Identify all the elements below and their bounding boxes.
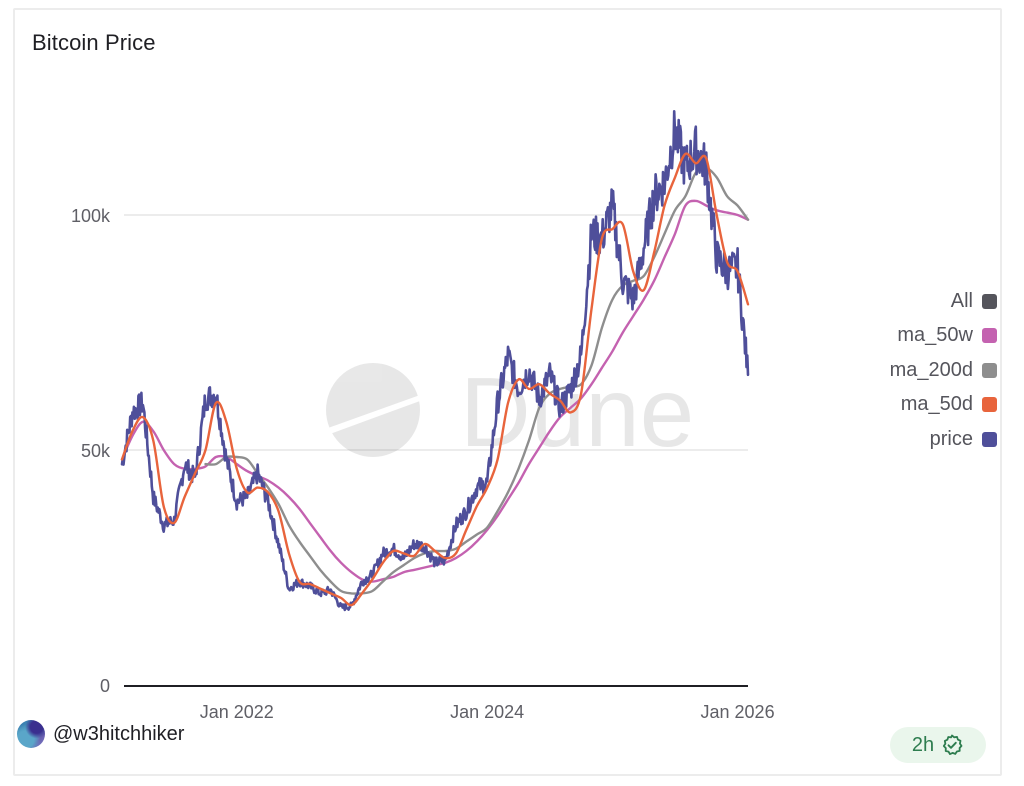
series-line-price[interactable] — [120, 110, 750, 612]
x-axis: Jan 2022 Jan 2024 Jan 2026 — [200, 702, 775, 722]
legend-swatch — [982, 431, 997, 447]
x-tick-label: Jan 2024 — [450, 702, 524, 722]
legend-item-ma_50d[interactable]: ma_50d — [797, 388, 997, 423]
chart-title: Bitcoin Price — [32, 30, 156, 55]
legend-swatch — [982, 328, 997, 344]
legend-label: price — [929, 427, 973, 450]
x-tick-label: Jan 2026 — [701, 702, 775, 722]
legend-item-ma_200d[interactable]: ma_200d — [797, 353, 997, 388]
series-line-ma_200d[interactable] — [204, 166, 750, 595]
y-tick-label: 50k — [81, 441, 111, 461]
grid-lines — [124, 214, 748, 451]
legend-label: All — [950, 289, 973, 312]
refresh-badge[interactable]: 2h — [890, 727, 986, 763]
series-group — [120, 110, 750, 612]
legend-swatch — [982, 362, 997, 378]
avatar[interactable] — [17, 720, 45, 748]
legend-item-all[interactable]: All — [797, 284, 997, 319]
chart-card: Bitcoin Price — [13, 8, 1002, 776]
legend-swatch — [982, 293, 997, 309]
legend-label: ma_50w — [897, 324, 973, 347]
legend-swatch — [982, 397, 997, 413]
x-tick-label: Jan 2022 — [200, 702, 274, 722]
legend-label: ma_200d — [889, 358, 973, 381]
dune-watermark: Dune — [326, 357, 694, 467]
author[interactable]: @w3hitchhiker — [17, 720, 184, 748]
y-tick-label: 100k — [71, 206, 111, 226]
dune-logo-stripe — [328, 395, 420, 434]
legend-label: ma_50d — [900, 393, 973, 416]
verified-check-icon — [943, 734, 963, 755]
legend-item-price[interactable]: price — [797, 422, 997, 457]
author-name[interactable]: @w3hitchhiker — [53, 722, 185, 745]
series-line-ma_50d[interactable] — [120, 152, 750, 607]
refresh-time: 2h — [911, 733, 935, 756]
dune-logo-icon — [326, 363, 420, 457]
legend-item-ma_50w[interactable]: ma_50w — [797, 319, 997, 354]
y-axis: 0 50k 100k — [71, 206, 111, 696]
y-tick-label: 0 — [100, 676, 110, 696]
